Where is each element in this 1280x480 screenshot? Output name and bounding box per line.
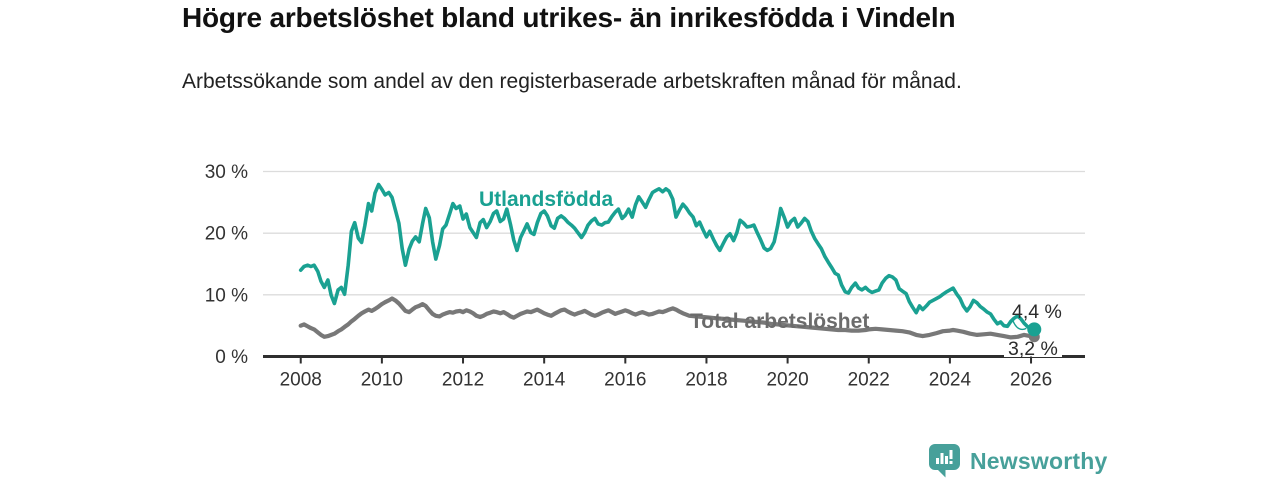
x-tick-label: 2016 xyxy=(604,370,646,391)
x-tick-label: 2024 xyxy=(929,370,972,391)
y-tick-label: 0 % xyxy=(215,347,248,368)
series-line-total xyxy=(298,296,1037,340)
x-tick-label: 2008 xyxy=(280,370,322,391)
x-tick-label: 2020 xyxy=(766,370,808,391)
y-tick-label: 20 % xyxy=(205,224,248,245)
newsworthy-wordmark: Newsworthy xyxy=(970,447,1108,474)
chart-subtitle: Arbetssökande som andel av den registerb… xyxy=(182,70,962,93)
newsworthy-logo: Newsworthy xyxy=(929,444,1107,478)
newsworthy-bars-icon xyxy=(929,444,960,478)
chart-title: Högre arbetslöshet bland utrikes- än inr… xyxy=(182,2,956,33)
x-tick-label: 2012 xyxy=(442,370,484,391)
x-tick-label: 2010 xyxy=(361,370,403,391)
x-tick-label: 2022 xyxy=(848,370,890,391)
y-tick-label: 30 % xyxy=(205,162,248,183)
series-label-total: Total arbetslöshet xyxy=(690,310,869,333)
series-label-utlandsfodda: Utlandsfödda xyxy=(479,188,613,211)
end-label-backdrop xyxy=(1004,342,1062,357)
end-label-leader-line xyxy=(1012,320,1027,331)
end-value-label-utlandsfodda: 4,4 % xyxy=(1012,301,1062,323)
series-line-utlandsfodda xyxy=(298,182,1037,332)
series-end-dot-utlandsfodda xyxy=(1027,322,1042,337)
x-tick-label: 2018 xyxy=(685,370,727,391)
y-tick-label: 10 % xyxy=(205,285,248,306)
x-tick-label: 2014 xyxy=(523,370,566,391)
x-tick-label: 2026 xyxy=(1010,370,1052,391)
end-value-label-total: 3,2 % xyxy=(1008,338,1058,360)
